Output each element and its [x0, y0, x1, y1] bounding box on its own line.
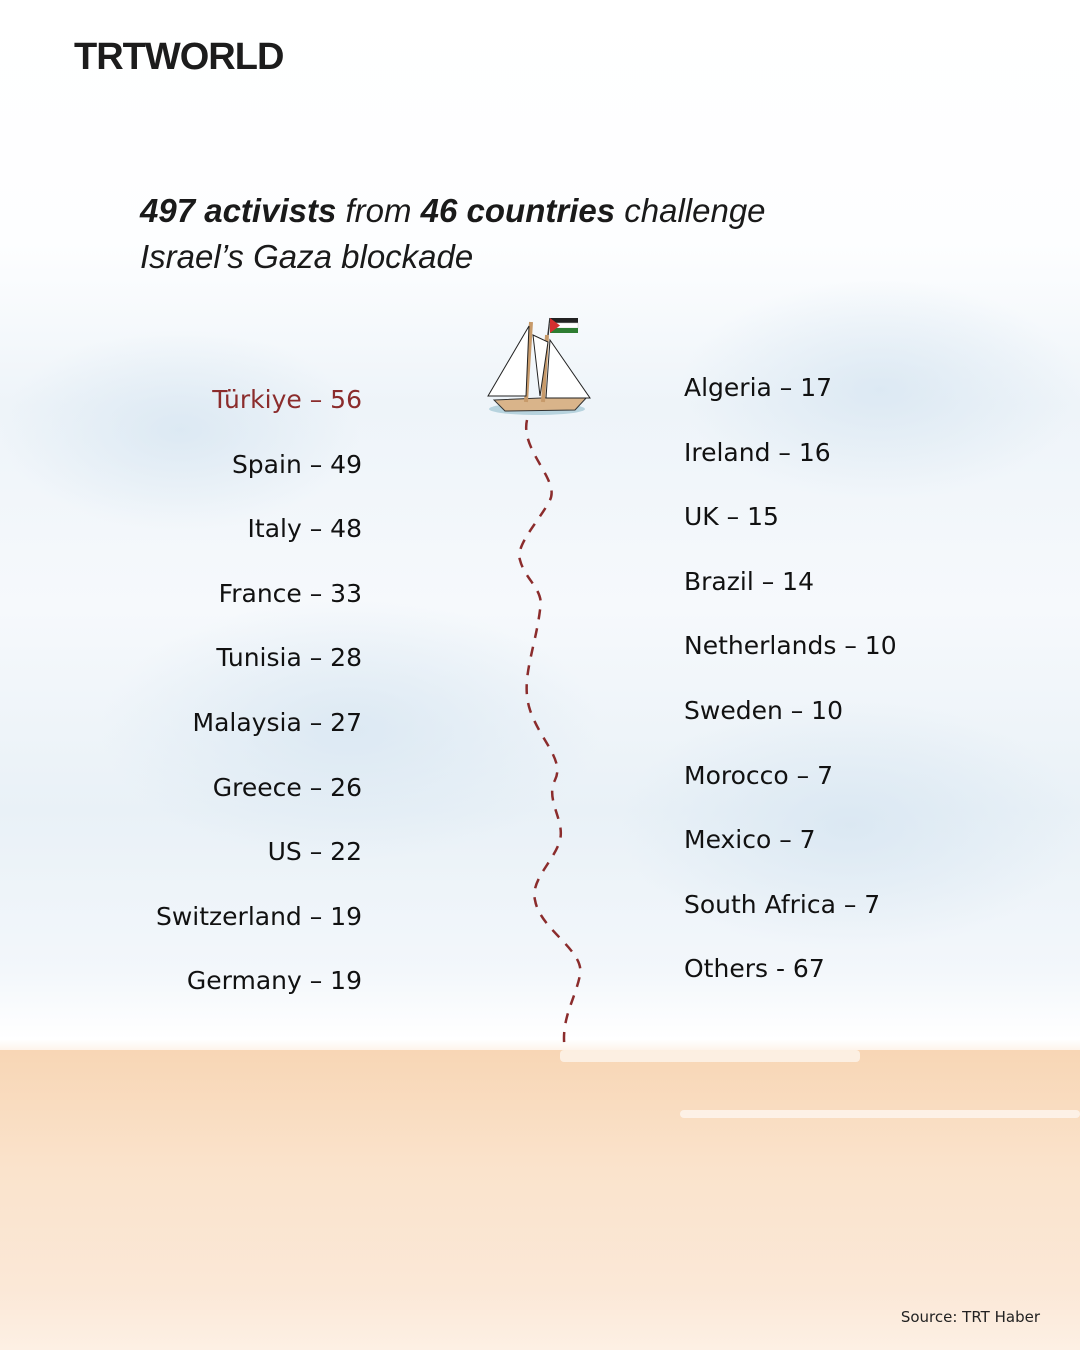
left-country-list: Türkiye – 56 Spain – 49 Italy – 48 Franc…: [100, 380, 362, 1026]
page-title: 497 activists from 46 countries challeng…: [140, 188, 940, 280]
country-row: Malaysia – 27: [192, 707, 362, 737]
title-text: from: [336, 192, 421, 229]
title-activists: 497 activists: [140, 192, 337, 229]
country-row: Greece – 26: [212, 772, 362, 802]
sand-streak: [680, 1110, 1080, 1118]
country-row: Italy – 48: [247, 514, 362, 544]
country-row: Ireland – 16: [684, 437, 831, 467]
source-note: Source: TRT Haber: [900, 1308, 1040, 1326]
country-row: Sweden – 10: [684, 695, 843, 725]
country-row: Morocco – 7: [684, 760, 833, 790]
country-row: Switzerland – 19: [155, 901, 362, 931]
country-row: France – 33: [218, 578, 362, 608]
country-row-turkiye: Türkiye – 56: [212, 385, 362, 414]
country-row-others: Others - 67: [684, 954, 825, 984]
title-line2: Israel’s Gaza blockade: [140, 238, 474, 275]
country-row: Mexico – 7: [684, 825, 816, 855]
country-row: UK – 15: [684, 502, 779, 532]
cloud: [680, 280, 1080, 500]
right-country-list: Algeria – 17 Ireland – 16 UK – 15 Brazil…: [684, 368, 1044, 1014]
country-row: Tunisia – 28: [216, 643, 362, 673]
trt-world-logo: TRTWORLD: [74, 36, 284, 78]
title-countries: 46 countries: [420, 192, 616, 229]
sand-streak: [560, 1050, 860, 1062]
country-row: Germany – 19: [186, 966, 362, 996]
dashed-route: [518, 419, 582, 1051]
sailing-ship-with-palestinian-flag-icon: [487, 317, 591, 415]
cloud: [620, 700, 1080, 950]
sand-background: [0, 1050, 1080, 1350]
cloud: [0, 330, 360, 530]
country-row: Spain – 49: [231, 449, 362, 479]
country-row: Brazil – 14: [684, 566, 814, 596]
cloud: [100, 600, 600, 860]
country-row: Netherlands – 10: [684, 631, 897, 661]
title-text: challenge: [615, 192, 766, 229]
country-row: South Africa – 7: [684, 889, 881, 919]
country-row: US – 22: [267, 837, 362, 867]
country-row: Algeria – 17: [684, 373, 833, 402]
